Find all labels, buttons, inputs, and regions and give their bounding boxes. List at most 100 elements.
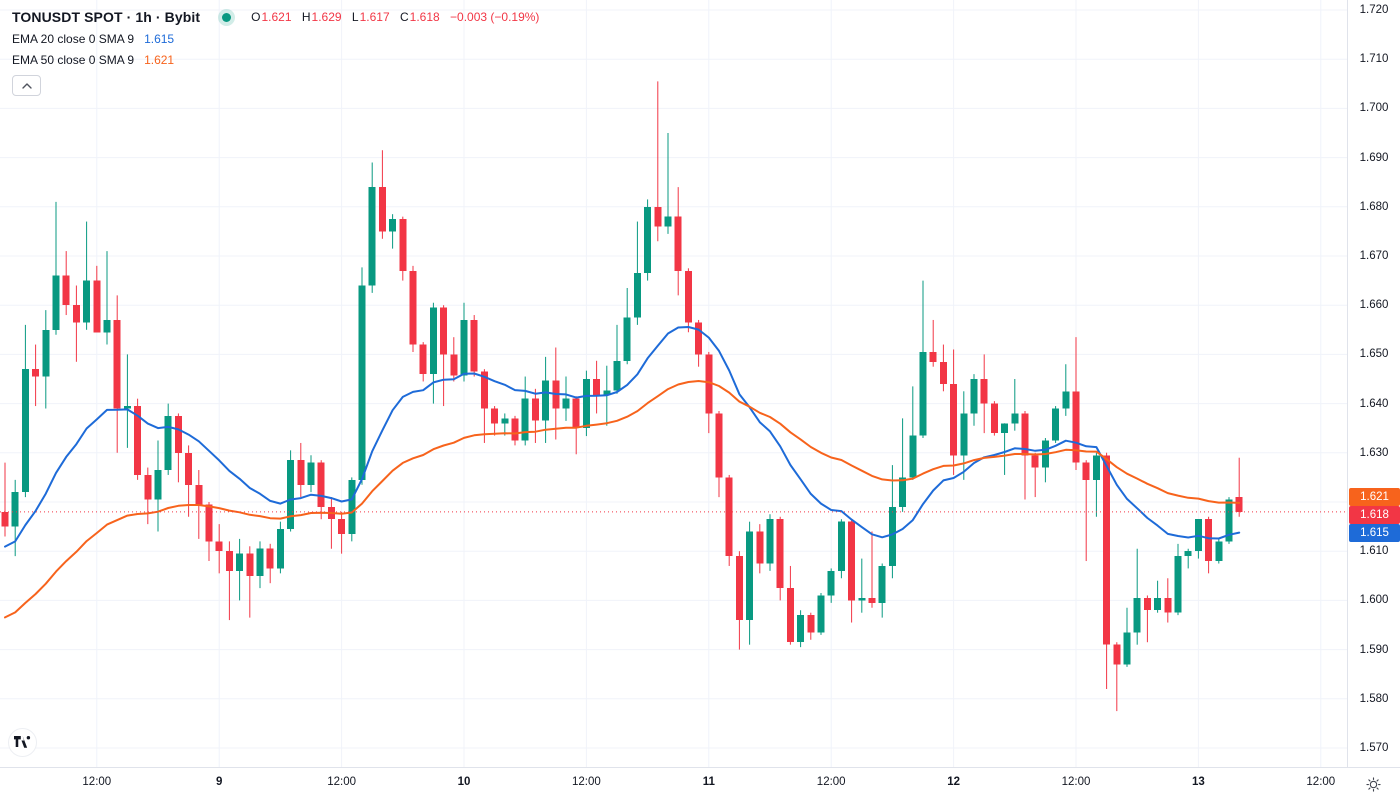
candle-body <box>185 452 193 485</box>
candle-body <box>1113 644 1121 665</box>
candle-body <box>511 418 519 441</box>
candle-body <box>1205 519 1213 562</box>
ema50-value: 1.621 <box>144 52 175 67</box>
candle-body <box>287 460 295 530</box>
candle-body <box>307 462 315 485</box>
ema20-label: EMA 20 close 0 SMA 9 <box>12 31 135 46</box>
ema50-line <box>4 380 1241 619</box>
change-value: −0.003 (−0.19%) <box>450 10 540 24</box>
candle-body <box>236 553 244 571</box>
candle-body <box>909 435 917 478</box>
symbol-row: TONUSDT SPOT · 1h · Bybit O1.621 H1.629 … <box>12 6 539 28</box>
candle-body <box>899 477 907 507</box>
time-axis-label: 13 <box>1191 776 1205 788</box>
ema20-value: 1.615 <box>144 31 175 46</box>
candle-body <box>1062 391 1070 409</box>
candle-body <box>113 319 121 409</box>
candle-body <box>582 379 590 429</box>
axis-corner <box>1347 767 1400 800</box>
candle-body <box>491 408 499 424</box>
time-axis-label: 12:00 <box>1061 776 1091 788</box>
indicator-row-ema50[interactable]: EMA 50 close 0 SMA 9 1.621 <box>12 49 539 70</box>
symbol-title[interactable]: TONUSDT SPOT · 1h · Bybit <box>12 9 201 25</box>
chart-canvas[interactable]: TONUSDT SPOT · 1h · Bybit O1.621 H1.629 … <box>0 0 1347 767</box>
price-tag-1-615: 1.615 <box>1349 524 1400 543</box>
time-axis[interactable]: 12:00 9 12:00 10 12:00 11 12:00 12 12:00 13 12:00 <box>0 767 1347 800</box>
candle-body <box>1021 413 1029 456</box>
candle-body <box>215 541 223 552</box>
time-axis-label: 12:00 <box>816 776 846 788</box>
candle-body <box>531 398 539 421</box>
candle-body <box>103 319 111 333</box>
candle-body <box>297 460 305 485</box>
price-axis-label: 1.670 <box>1359 250 1389 262</box>
candle-body <box>368 187 376 286</box>
candle-body <box>419 344 427 375</box>
candle-body <box>868 597 876 603</box>
candle-body <box>521 398 529 441</box>
price-tag-1-618: 1.618 <box>1349 506 1400 525</box>
candle-body <box>980 379 988 404</box>
candle-body <box>797 615 805 643</box>
candle-body <box>572 398 580 429</box>
candle-body <box>725 477 733 557</box>
candle-body <box>195 484 203 505</box>
candle-body <box>817 595 825 633</box>
time-axis-label: 12:00 <box>572 776 601 788</box>
candle-body <box>470 319 478 372</box>
price-axis[interactable]: 1.720 1.710 1.700 1.690 1.680 1.670 1.660 1.650… <box>1347 0 1400 767</box>
candle-body <box>21 369 29 493</box>
time-axis-label: 9 <box>215 776 223 788</box>
candle-body <box>633 273 641 318</box>
tradingview-logo-icon <box>14 736 31 748</box>
candlestick-chart <box>0 0 1347 767</box>
candle-body <box>1174 556 1182 613</box>
candle-body <box>1184 551 1192 557</box>
price-axis-label: 1.700 <box>1359 102 1389 115</box>
candle-body <box>715 413 723 478</box>
candle-body <box>705 354 713 414</box>
time-axis-label: 10 <box>457 776 471 788</box>
chart-legend: TONUSDT SPOT · 1h · Bybit O1.621 H1.629 … <box>12 6 539 96</box>
axis-settings-button[interactable] <box>1364 775 1383 794</box>
open-label: O <box>251 10 261 24</box>
price-axis-label: 1.570 <box>1359 742 1389 754</box>
candle-body <box>32 369 40 377</box>
sun-gear-icon <box>1366 776 1381 792</box>
candle-body <box>83 280 91 323</box>
collapse-legend-button[interactable] <box>12 75 41 96</box>
candle-body <box>654 206 662 227</box>
candle-body <box>225 551 233 571</box>
candle-body <box>1225 499 1233 542</box>
candle-body <box>623 317 631 361</box>
price-axis-label: 1.680 <box>1359 200 1389 213</box>
low-label: L <box>351 10 359 24</box>
candle-body <box>378 187 386 232</box>
candle-body <box>674 216 682 271</box>
price-axis-label: 1.660 <box>1359 299 1389 312</box>
tradingview-logo[interactable] <box>8 728 37 757</box>
candle-body <box>990 403 998 434</box>
price-axis-label: 1.650 <box>1359 348 1389 361</box>
price-axis-label: 1.610 <box>1359 545 1389 558</box>
candle-body <box>878 565 886 603</box>
ohlc-readout: O1.621 H1.629 L1.617 C1.618 −0.003 (−0.1… <box>251 10 539 24</box>
chevron-up-icon <box>21 82 32 89</box>
candle-body <box>1235 497 1243 512</box>
candle-body <box>1123 632 1131 665</box>
candle-body <box>1001 423 1009 434</box>
candle-body <box>970 379 978 414</box>
indicator-row-ema20[interactable]: EMA 20 close 0 SMA 9 1.615 <box>12 28 539 49</box>
candle-body <box>766 519 774 564</box>
candle-body <box>1154 597 1162 611</box>
high-label: H <box>301 10 311 24</box>
candle-body <box>746 531 754 621</box>
candle-body <box>256 548 264 576</box>
high-value: 1.629 <box>311 10 342 24</box>
price-tag-1-621: 1.621 <box>1349 488 1400 507</box>
candle-body <box>776 519 784 589</box>
candle-body <box>480 371 488 409</box>
candle-body <box>348 479 356 534</box>
candle-body <box>429 307 437 375</box>
